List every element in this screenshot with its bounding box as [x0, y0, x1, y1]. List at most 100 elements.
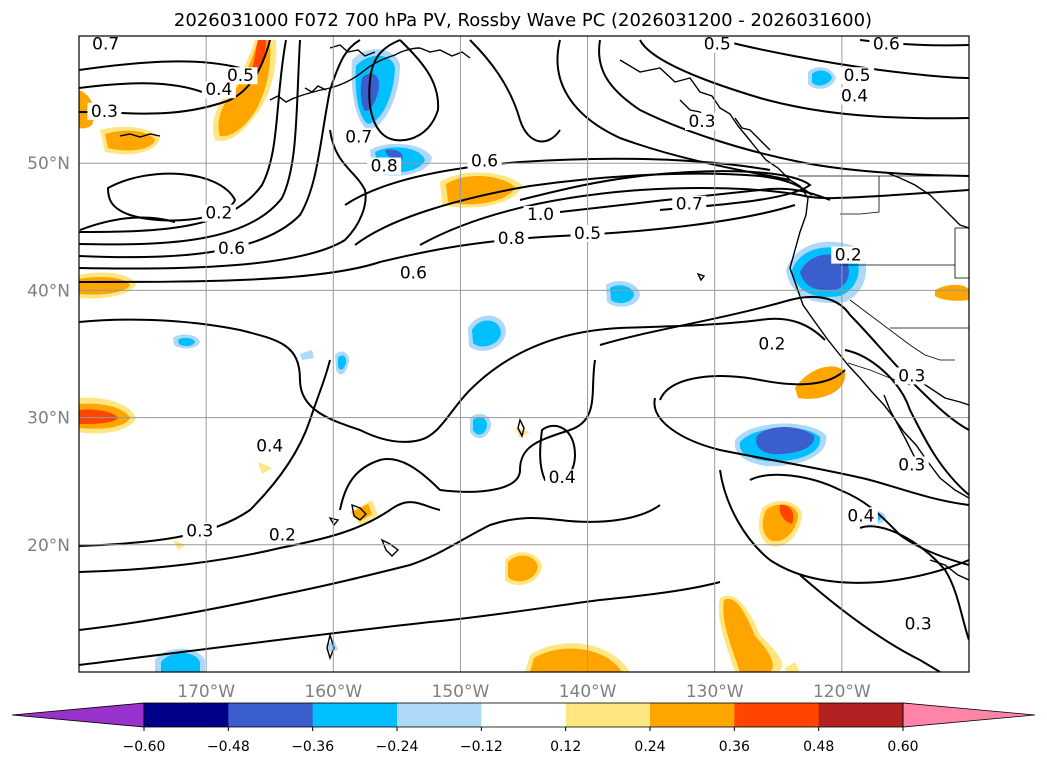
- contour-label: 0.6: [471, 151, 498, 171]
- colorbar-tick-label: 0.48: [803, 739, 834, 755]
- colorbar-outline: [143, 702, 904, 728]
- contour-label: 0.6: [873, 34, 900, 54]
- contour-label: 0.4: [256, 436, 283, 456]
- colorbar-tick-label: −0.36: [291, 739, 334, 755]
- y-tick-labels: 20°N 30°N 40°N 50°N: [27, 154, 70, 556]
- contour-label-bg: [87, 102, 122, 120]
- colorbar-swatch: [818, 703, 904, 727]
- colorbar-tick-label: 0.36: [719, 739, 750, 755]
- contour-label-bg: [685, 113, 719, 131]
- colorbar-extend-low: [11, 702, 145, 728]
- contour-label-bg: [396, 264, 431, 282]
- contour-label: 0.2: [835, 246, 862, 266]
- colorbar-tick-label: 0.60: [887, 739, 918, 755]
- y-tick-label: 50°N: [27, 154, 70, 174]
- contour-label-bg: [754, 335, 789, 353]
- colorbar-tick-labels: −0.60 −0.48 −0.36 −0.24 −0.12 0.12 0.24 0.36 0.4…: [123, 727, 919, 755]
- contour-label-bg: [223, 67, 258, 85]
- contour-label-bg: [214, 240, 249, 258]
- contour-label: 0.5: [844, 66, 871, 86]
- chart-title: 2026031000 F072 700 hPa PV, Rossby Wave …: [174, 10, 872, 31]
- contour-label: 0.6: [400, 263, 427, 283]
- x-tick-label: 170°W: [177, 682, 235, 702]
- contour-label: 0.5: [574, 224, 601, 244]
- colorbar-tick-label: −0.24: [376, 739, 419, 755]
- contour-label-bg: [672, 195, 707, 213]
- contour-label: 0.3: [91, 102, 118, 122]
- contour-label: 0.4: [205, 80, 232, 100]
- contour-label: 0.7: [345, 127, 372, 147]
- colorbar-swatch: [312, 703, 398, 727]
- contour-label: 0.3: [898, 455, 925, 475]
- contour-label: 0.3: [905, 614, 932, 634]
- colorbar-swatch: [144, 703, 229, 727]
- contour-label: 0.5: [704, 34, 731, 54]
- contour-label: 0.2: [269, 525, 296, 545]
- colorbar-tick-label: −0.60: [123, 739, 166, 755]
- contour-label: 0.4: [549, 468, 576, 488]
- x-tick-label: 150°W: [432, 682, 490, 702]
- contour-label-bg: [837, 87, 872, 105]
- contour-label-bg: [894, 456, 929, 474]
- map-frame: [78, 35, 970, 673]
- contour-label-bg: [252, 437, 287, 455]
- contour-label: 0.2: [205, 204, 232, 224]
- pv-contours: [79, 39, 969, 672]
- anomaly-positive-south: [505, 552, 783, 672]
- anomaly-negative-35n-core: [472, 320, 501, 347]
- x-tick-label: 140°W: [559, 682, 617, 702]
- contour-label: 0.4: [841, 87, 868, 107]
- anomaly-negative-alaska: [351, 49, 400, 130]
- contour-label-bg: [341, 128, 376, 146]
- contour-label-bg: [843, 507, 878, 525]
- colorbar-swatch: [734, 703, 820, 727]
- gridlines: [79, 36, 969, 672]
- contour-label-bg: [545, 469, 580, 487]
- contour-label: 0.7: [676, 195, 703, 215]
- anomaly-negative-northeast-core: [812, 70, 832, 86]
- contour-label-bg: [201, 81, 236, 99]
- colorbar-extend-high: [902, 702, 1036, 728]
- contour-label: 0.3: [898, 366, 925, 386]
- contour-label-bg: [367, 157, 402, 175]
- contour-label-bg: [869, 35, 904, 53]
- colorbar-swatch: [481, 703, 567, 727]
- colorbar-swatch: [650, 703, 735, 727]
- contour-label: 0.3: [186, 522, 213, 542]
- contour-label-bg: [700, 35, 735, 53]
- anomaly-positive-subtropics: [758, 500, 802, 547]
- contour-label: 0.7: [92, 34, 119, 54]
- contour-label: 0.2: [758, 335, 785, 355]
- colorbar: −0.60 −0.48 −0.36 −0.24 −0.12 0.12 0.24 0.36 0.4…: [11, 702, 1036, 755]
- x-tick-label: 130°W: [686, 682, 744, 702]
- colorbar-swatch: [565, 703, 651, 727]
- contour-label-bg: [894, 367, 929, 385]
- contour-label: 1.0: [527, 205, 554, 225]
- contour-label: 0.8: [371, 157, 398, 177]
- contour-label-bg: [901, 615, 936, 633]
- x-tick-label: 160°W: [304, 682, 362, 702]
- x-tick-label: 120°W: [813, 682, 871, 702]
- contour-label-bg: [570, 224, 605, 242]
- y-tick-label: 40°N: [27, 281, 70, 301]
- y-tick-label: 30°N: [27, 409, 70, 429]
- x-tick-labels: 170°W 160°W 150°W 140°W 130°W 120°W: [177, 682, 871, 702]
- contour-label-bg: [467, 152, 502, 170]
- colorbar-tick-label: 0.24: [634, 739, 665, 755]
- colorbar-tick-label: −0.12: [460, 739, 503, 755]
- y-tick-label: 20°N: [27, 536, 70, 556]
- contour-label: 0.8: [498, 229, 525, 249]
- contour-label-bg: [201, 204, 236, 222]
- contour-label: 0.6: [218, 239, 245, 259]
- contour-label: 0.4: [847, 506, 874, 526]
- contour-label: 0.3: [688, 112, 715, 132]
- contour-label-bg: [265, 526, 300, 544]
- anomaly-negative-southwest: [155, 648, 205, 672]
- contour-label-bg: [88, 35, 123, 53]
- anomaly-positive-west-30n: [79, 397, 136, 434]
- contour-label-bg: [523, 205, 558, 223]
- contour-labels: 0.70.50.40.30.70.8 0.60.2 1.00.70.8 0.50.60…: [87, 34, 936, 634]
- contour-label-bg: [831, 246, 866, 264]
- colorbar-swatch: [228, 703, 314, 727]
